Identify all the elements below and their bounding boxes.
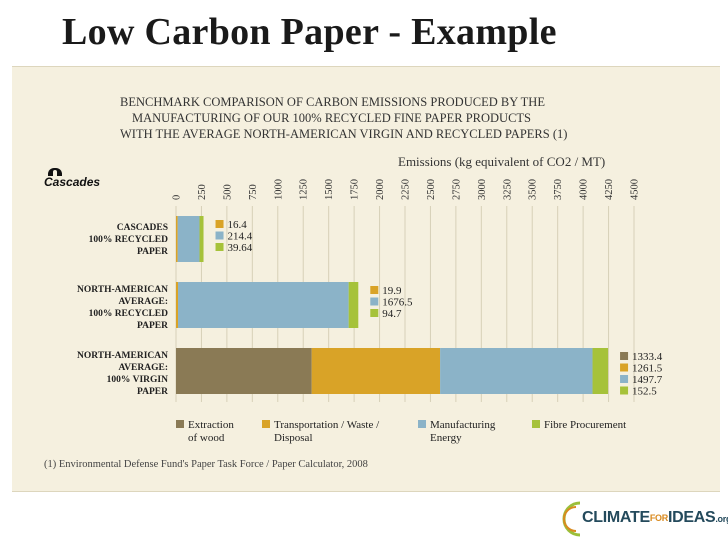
legend-swatch-3 bbox=[532, 420, 540, 428]
legend-label-2-0: Manufacturing bbox=[430, 419, 496, 431]
bar-segment-0-1 bbox=[176, 216, 178, 262]
climate-for-ideas-logo: CLIMATEFORIDEAS.org bbox=[560, 497, 728, 541]
x-axis-title: Emissions (kg equivalent of CO2 / MT) bbox=[398, 154, 605, 169]
chart-title-line-3: WITH THE AVERAGE NORTH-AMERICAN VIRGIN A… bbox=[120, 127, 568, 141]
logo-ideas: IDEAS bbox=[667, 509, 716, 526]
legend-swatch-0 bbox=[176, 420, 184, 428]
value-swatch-2-3 bbox=[620, 386, 629, 395]
value-label-2-0: 1333.4 bbox=[632, 351, 663, 363]
chart-title-line-1: BENCHMARK COMPARISON OF CARBON EMISSIONS… bbox=[120, 95, 545, 109]
bar-segment-1-2 bbox=[178, 282, 349, 328]
chart-title-line-2: MANUFACTURING OF OUR 100% RECYCLED FINE … bbox=[132, 111, 532, 125]
x-tick-label-3250: 3250 bbox=[502, 179, 513, 200]
value-label-1-2: 1676.5 bbox=[382, 297, 413, 309]
value-label-2-2: 1497.7 bbox=[632, 374, 663, 386]
category-label-2-1: AVERAGE: bbox=[119, 363, 168, 373]
value-swatch-1-2 bbox=[370, 297, 379, 306]
x-tick-label-1750: 1750 bbox=[350, 179, 361, 200]
x-tick-label-4500: 4500 bbox=[630, 179, 641, 200]
legend-label-0-1: of wood bbox=[188, 432, 225, 444]
value-swatch-0-2 bbox=[215, 231, 224, 240]
bar-segment-2-2 bbox=[440, 348, 593, 394]
legend-swatch-2 bbox=[418, 420, 426, 428]
legend-swatch-1 bbox=[262, 420, 270, 428]
x-tick-label-1500: 1500 bbox=[324, 179, 335, 200]
value-swatch-0-1 bbox=[215, 220, 224, 228]
value-swatch-1-1 bbox=[370, 286, 379, 294]
value-label-1-3: 94.7 bbox=[382, 308, 402, 320]
bar-segment-2-3 bbox=[592, 348, 609, 394]
x-tick-label-2000: 2000 bbox=[375, 179, 386, 200]
x-tick-label-250: 250 bbox=[197, 184, 208, 200]
cascades-brand: Cascades bbox=[44, 175, 101, 189]
x-tick-label-3750: 3750 bbox=[553, 179, 564, 200]
chart-panel bbox=[12, 66, 720, 492]
category-label-0-1: 100% RECYCLED bbox=[89, 235, 169, 245]
x-tick-label-750: 750 bbox=[248, 184, 259, 200]
chart-title: BENCHMARK COMPARISON OF CARBON EMISSIONS… bbox=[120, 94, 640, 142]
category-label-2-2: 100% VIRGIN bbox=[107, 375, 168, 385]
value-label-0-3: 39.64 bbox=[228, 242, 253, 254]
x-tick-label-500: 500 bbox=[222, 184, 233, 200]
value-swatch-2-0 bbox=[620, 352, 629, 360]
x-tick-label-2500: 2500 bbox=[426, 179, 437, 200]
category-label-1-0: NORTH-AMERICAN bbox=[77, 285, 168, 295]
value-label-0-2: 214.4 bbox=[228, 231, 253, 243]
x-tick-label-3500: 3500 bbox=[528, 179, 539, 200]
x-tick-label-2250: 2250 bbox=[401, 179, 412, 200]
bar-segment-0-3 bbox=[199, 216, 204, 262]
value-label-2-3: 152.5 bbox=[632, 386, 657, 398]
category-label-1-1: AVERAGE: bbox=[119, 297, 168, 307]
legend-label-2-1: Energy bbox=[430, 432, 462, 444]
value-swatch-2-2 bbox=[620, 375, 629, 383]
bar-segment-0-2 bbox=[177, 216, 200, 262]
x-tick-label-4000: 4000 bbox=[579, 179, 590, 200]
x-tick-label-4250: 4250 bbox=[604, 179, 615, 200]
value-swatch-0-3 bbox=[215, 243, 224, 251]
x-tick-label-3000: 3000 bbox=[477, 179, 488, 200]
category-label-0-2: PAPER bbox=[137, 247, 168, 257]
value-label-0-1: 16.4 bbox=[228, 219, 248, 231]
x-tick-label-2750: 2750 bbox=[451, 179, 462, 200]
value-label-1-1: 19.9 bbox=[382, 285, 402, 297]
bar-segment-1-3 bbox=[348, 282, 359, 328]
logo-org: .org bbox=[715, 514, 728, 524]
value-swatch-2-1 bbox=[620, 363, 629, 372]
x-tick-label-0: 0 bbox=[172, 195, 183, 200]
value-swatch-1-3 bbox=[370, 309, 379, 317]
x-tick-label-1250: 1250 bbox=[299, 179, 310, 200]
legend-label-0-0: Extraction bbox=[188, 419, 234, 431]
legend-label-1-0: Transportation / Waste / bbox=[274, 419, 380, 431]
value-label-2-1: 1261.5 bbox=[632, 363, 663, 375]
category-label-0-0: CASCADES bbox=[117, 223, 168, 233]
footnote: (1) Environmental Defense Fund's Paper T… bbox=[44, 459, 368, 470]
category-label-2-0: NORTH-AMERICAN bbox=[77, 351, 168, 361]
logo-climate: CLIMATE bbox=[582, 509, 650, 526]
bar-segment-2-0 bbox=[176, 348, 312, 394]
legend-label-1-1: Disposal bbox=[274, 432, 313, 444]
bar-segment-2-1 bbox=[311, 348, 441, 394]
logo-for: FOR bbox=[649, 512, 668, 523]
x-tick-label-1000: 1000 bbox=[273, 179, 284, 200]
category-label-1-3: PAPER bbox=[137, 321, 168, 331]
cascades-logo-icon bbox=[48, 168, 62, 176]
slide-title: Low Carbon Paper - Example bbox=[62, 11, 557, 53]
bar-segment-1-1 bbox=[176, 282, 179, 328]
category-label-2-3: PAPER bbox=[137, 387, 168, 397]
legend-label-3-0: Fibre Procurement bbox=[544, 419, 626, 431]
category-label-1-2: 100% RECYCLED bbox=[89, 309, 169, 319]
